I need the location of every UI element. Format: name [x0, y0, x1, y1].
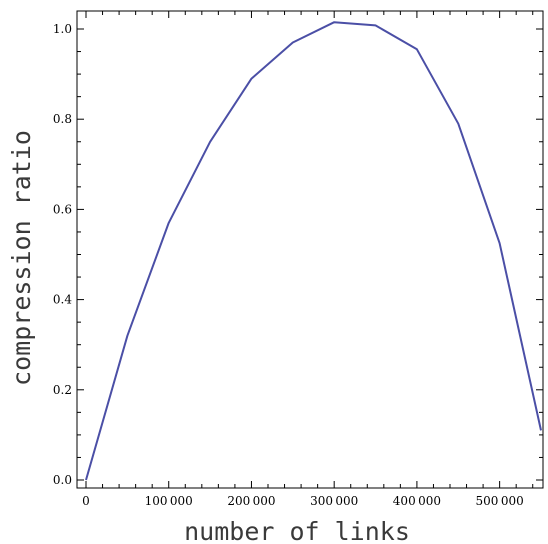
y-tick-label: 0.2 [53, 383, 72, 397]
x-tick-label: 0 [82, 494, 90, 508]
series-line [85, 21, 542, 481]
x-tick-label: 500 000 [476, 494, 524, 508]
y-tick-label: 0.4 [53, 293, 72, 307]
y-tick-labels: 0.0 0.2 0.4 0.6 0.8 1.0 [53, 22, 72, 487]
x-tick-label: 100 000 [145, 494, 193, 508]
axis-ticks [77, 11, 543, 488]
x-tick-labels: 0 100 000 200 000 300 000 400 000 500 000 [82, 494, 524, 508]
y-tick-label: 0.6 [53, 202, 72, 216]
x-tick-label: 300 000 [310, 494, 358, 508]
x-axis-label: number of links [184, 517, 410, 544]
y-tick-label: 0.8 [53, 112, 72, 126]
y-tick-label: 0.0 [53, 473, 72, 487]
x-tick-label: 200 000 [227, 494, 275, 508]
y-axis-label: compression ratio [7, 130, 36, 386]
series-layer [85, 21, 542, 481]
x-tick-label: 400 000 [393, 494, 441, 508]
plot-frame [76, 10, 544, 489]
y-tick-label: 1.0 [53, 22, 72, 36]
